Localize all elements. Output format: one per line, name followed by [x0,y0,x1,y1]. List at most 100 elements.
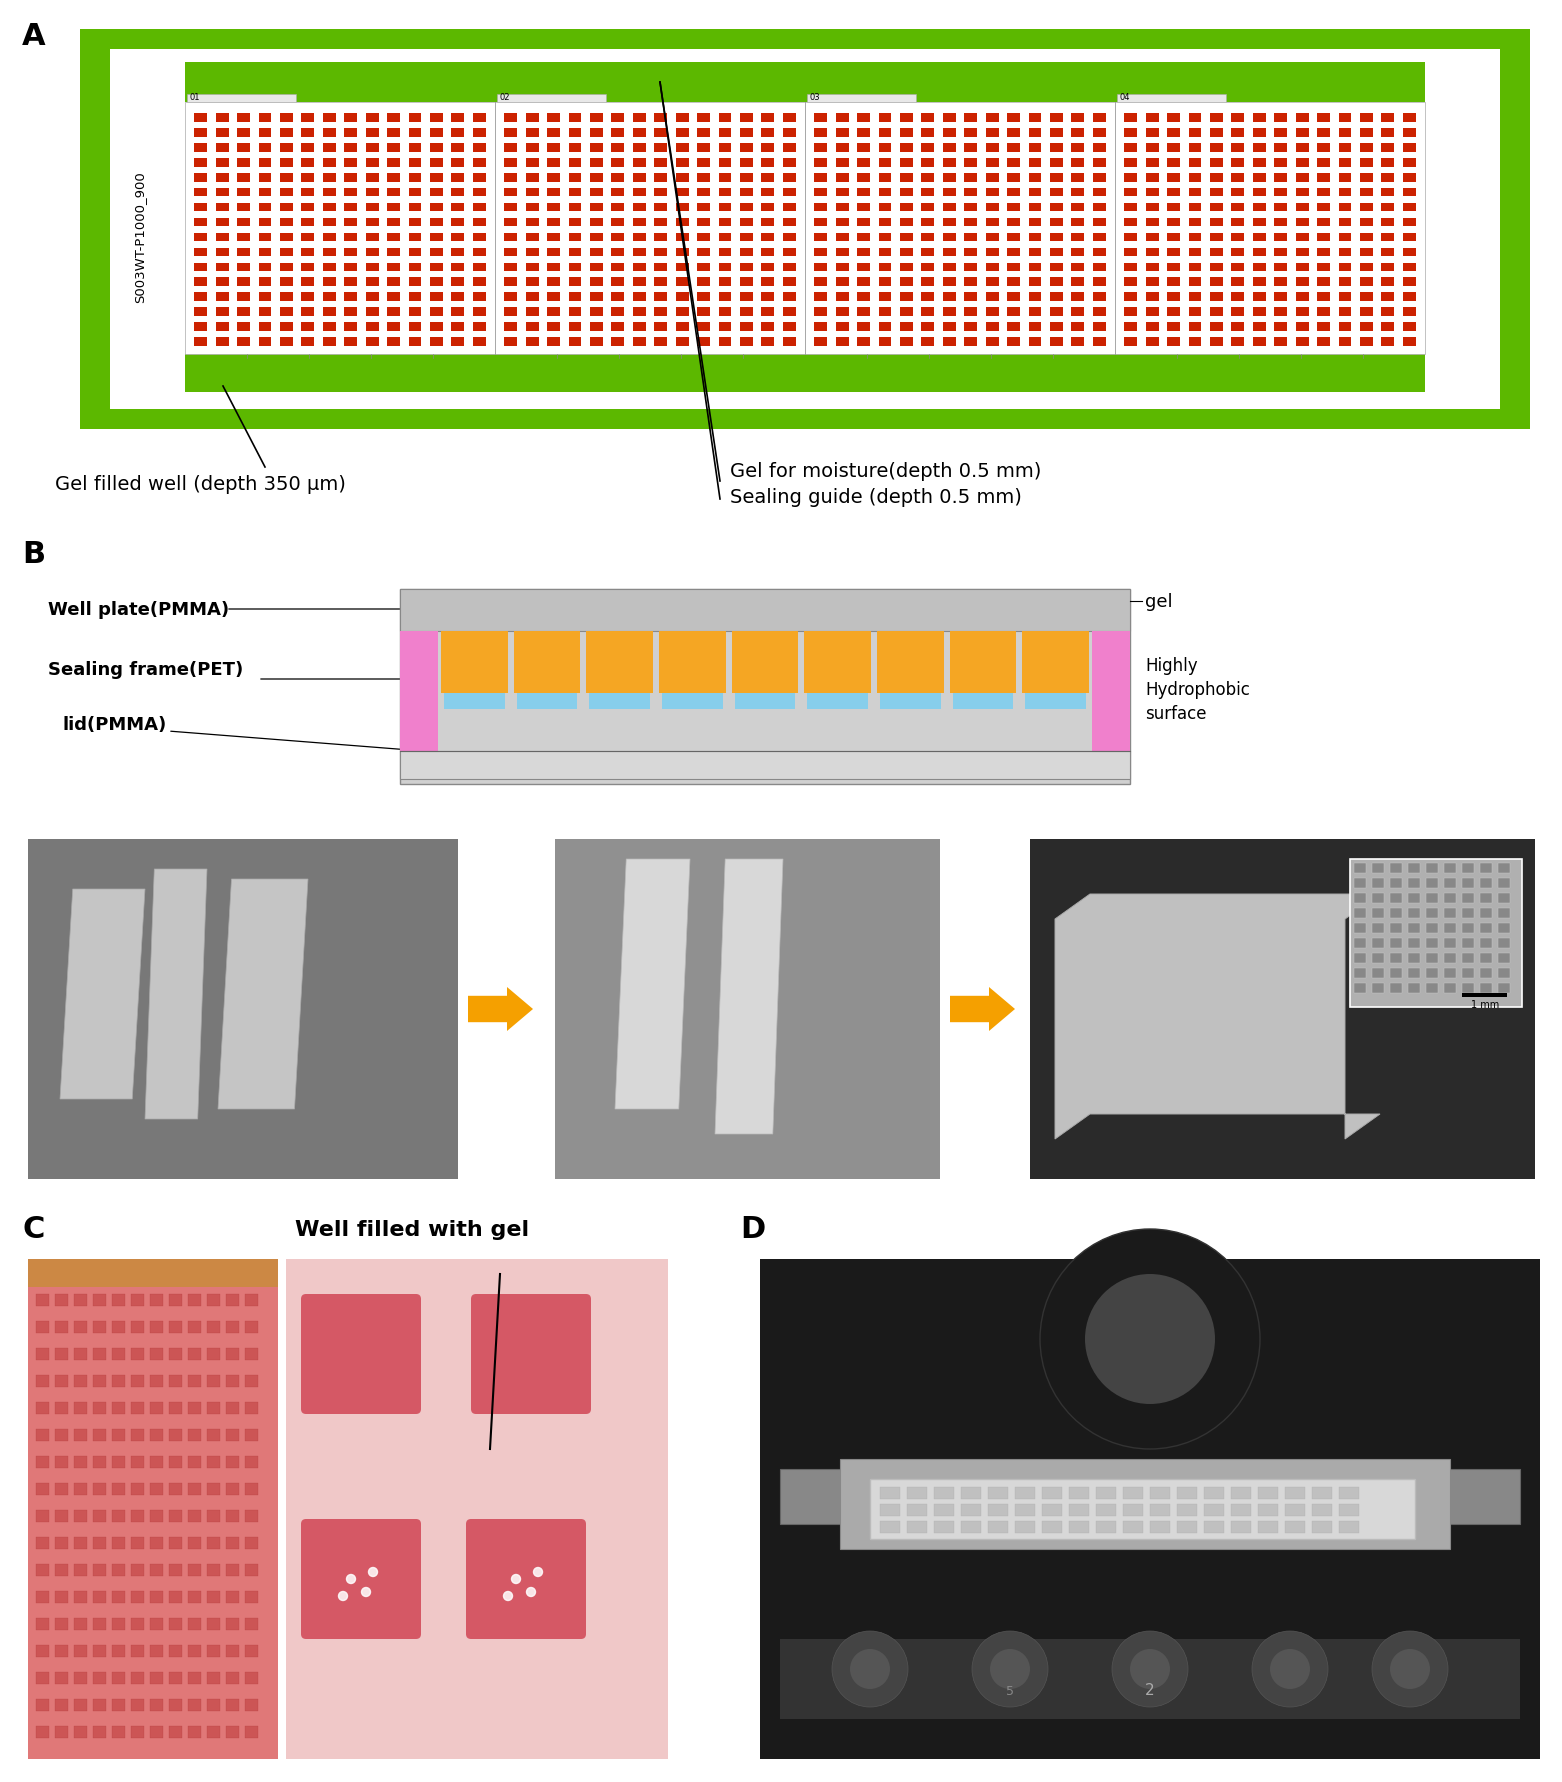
Bar [1462,984,1475,993]
Bar [814,339,828,347]
Bar [922,175,934,182]
Bar [94,1565,106,1575]
Bar [1231,175,1245,182]
Bar [226,1320,239,1333]
Bar [131,1565,144,1575]
Bar [94,1672,106,1684]
Bar [1253,294,1265,301]
Bar [1381,189,1395,198]
Bar [216,323,228,331]
Bar [1354,939,1367,948]
Bar [633,128,645,137]
Bar [611,203,625,212]
Bar [1426,968,1439,978]
Bar [1097,1504,1115,1516]
Bar [505,264,517,273]
Bar [473,294,486,301]
Bar [1403,294,1415,301]
Bar [1296,248,1309,257]
Bar [1361,248,1373,257]
Bar [1361,114,1373,123]
Bar [1339,233,1351,242]
Bar [1211,219,1223,228]
Bar [814,175,828,182]
Bar [208,1456,220,1468]
Text: 01: 01 [191,93,200,102]
Circle shape [1371,1631,1448,1707]
Bar [1403,189,1415,198]
Bar [245,1538,258,1549]
Bar [505,278,517,287]
FancyBboxPatch shape [301,1518,422,1639]
Bar [440,631,508,693]
Bar [1072,323,1084,331]
Bar [216,159,228,168]
Bar [547,203,561,212]
Bar [1123,1522,1143,1533]
Bar [676,308,689,317]
Bar [280,189,292,198]
Bar [697,294,711,301]
Bar [1339,1488,1359,1499]
Bar [943,203,956,212]
Bar [1072,219,1084,228]
Bar [1050,233,1062,242]
Bar [187,1349,201,1360]
Text: 04: 04 [1120,93,1131,102]
Bar [237,144,250,153]
Text: Gel filled well (depth 350 μm): Gel filled well (depth 350 μm) [55,474,345,494]
Bar [216,114,228,123]
Bar [245,1294,258,1306]
Bar [444,693,505,709]
Bar [1296,264,1309,273]
Bar [430,128,444,137]
Bar [783,159,795,168]
Bar [783,323,795,331]
Bar [216,233,228,242]
Circle shape [990,1648,1029,1689]
Bar [259,308,272,317]
Bar [814,294,828,301]
Bar [900,114,912,123]
Bar [654,294,667,301]
Bar [676,219,689,228]
Bar [1296,294,1309,301]
Bar [1231,308,1245,317]
Bar [590,203,603,212]
Bar [150,1509,162,1522]
Bar [344,248,358,257]
Bar [814,233,828,242]
Bar [590,308,603,317]
Bar [237,339,250,347]
Bar [259,128,272,137]
Bar [1050,323,1062,331]
Circle shape [1253,1631,1328,1707]
Bar [150,1483,162,1495]
Bar [387,175,400,182]
Bar [1097,1488,1115,1499]
Bar [697,128,711,137]
Text: Highly
Hydrophobic
surface: Highly Hydrophobic surface [1145,658,1250,722]
Bar [1189,233,1201,242]
Bar [36,1538,48,1549]
Bar [237,189,250,198]
Bar [1231,114,1245,123]
Bar [547,339,561,347]
Bar [1178,1504,1196,1516]
Bar [676,159,689,168]
Bar [1317,219,1329,228]
Bar [1498,909,1510,918]
Bar [1231,323,1245,331]
Circle shape [526,1588,536,1597]
Bar [740,159,753,168]
Bar [1296,189,1309,198]
Bar [187,1727,201,1737]
Bar [1361,175,1373,182]
Bar [1403,159,1415,168]
Bar [1498,893,1510,903]
Bar [719,248,731,257]
Bar [514,631,581,693]
Bar [654,189,667,198]
Bar [169,1456,183,1468]
Bar [451,233,464,242]
